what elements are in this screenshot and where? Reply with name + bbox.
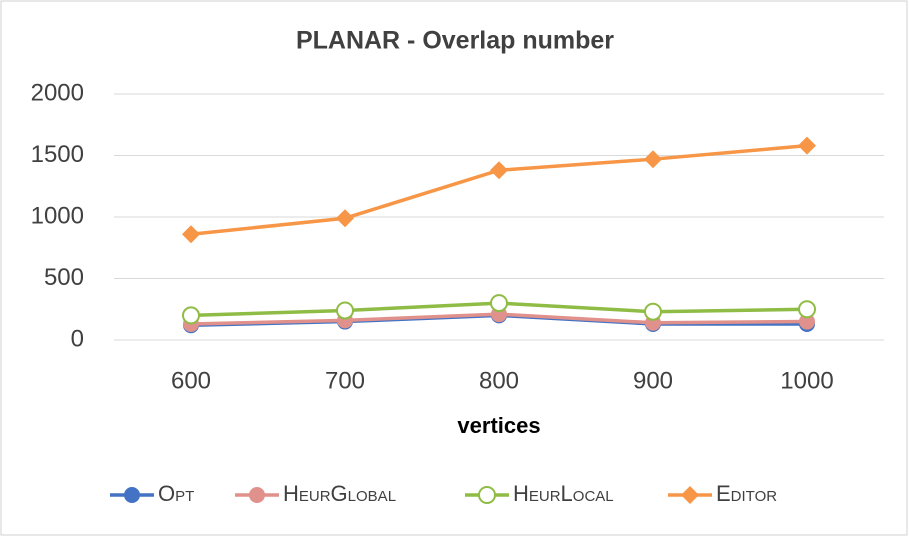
point xyxy=(644,150,662,169)
point xyxy=(478,486,496,504)
y-tick-label: 0 xyxy=(71,325,84,352)
point xyxy=(644,302,662,321)
y-tick-label: 2000 xyxy=(31,79,84,106)
x-tick-label: 900 xyxy=(633,367,673,394)
point xyxy=(799,313,815,330)
y-tick-label: 1500 xyxy=(31,141,84,168)
point xyxy=(124,487,140,503)
point xyxy=(336,209,354,228)
legend-label: Opt xyxy=(158,481,194,506)
chart-title: PLANAR - Overlap number xyxy=(296,27,614,55)
legend-label: HeurLocal xyxy=(513,481,614,506)
legend-label: HeurGlobal xyxy=(283,481,396,506)
point xyxy=(490,294,508,313)
x-tick-label: 1000 xyxy=(780,367,833,394)
point xyxy=(249,487,265,503)
point xyxy=(681,486,699,504)
y-tick-label: 1000 xyxy=(31,202,84,229)
point xyxy=(798,136,816,155)
point xyxy=(798,300,816,319)
point xyxy=(182,306,200,325)
x-axis-label: vertices xyxy=(457,413,540,438)
point xyxy=(336,301,354,320)
y-tick-label: 500 xyxy=(44,264,84,291)
x-tick-label: 600 xyxy=(171,367,211,394)
legend-label: Editor xyxy=(716,481,777,506)
x-tick-label: 800 xyxy=(479,367,519,394)
point xyxy=(490,161,508,180)
x-tick-label: 700 xyxy=(325,367,365,394)
point xyxy=(182,225,200,244)
